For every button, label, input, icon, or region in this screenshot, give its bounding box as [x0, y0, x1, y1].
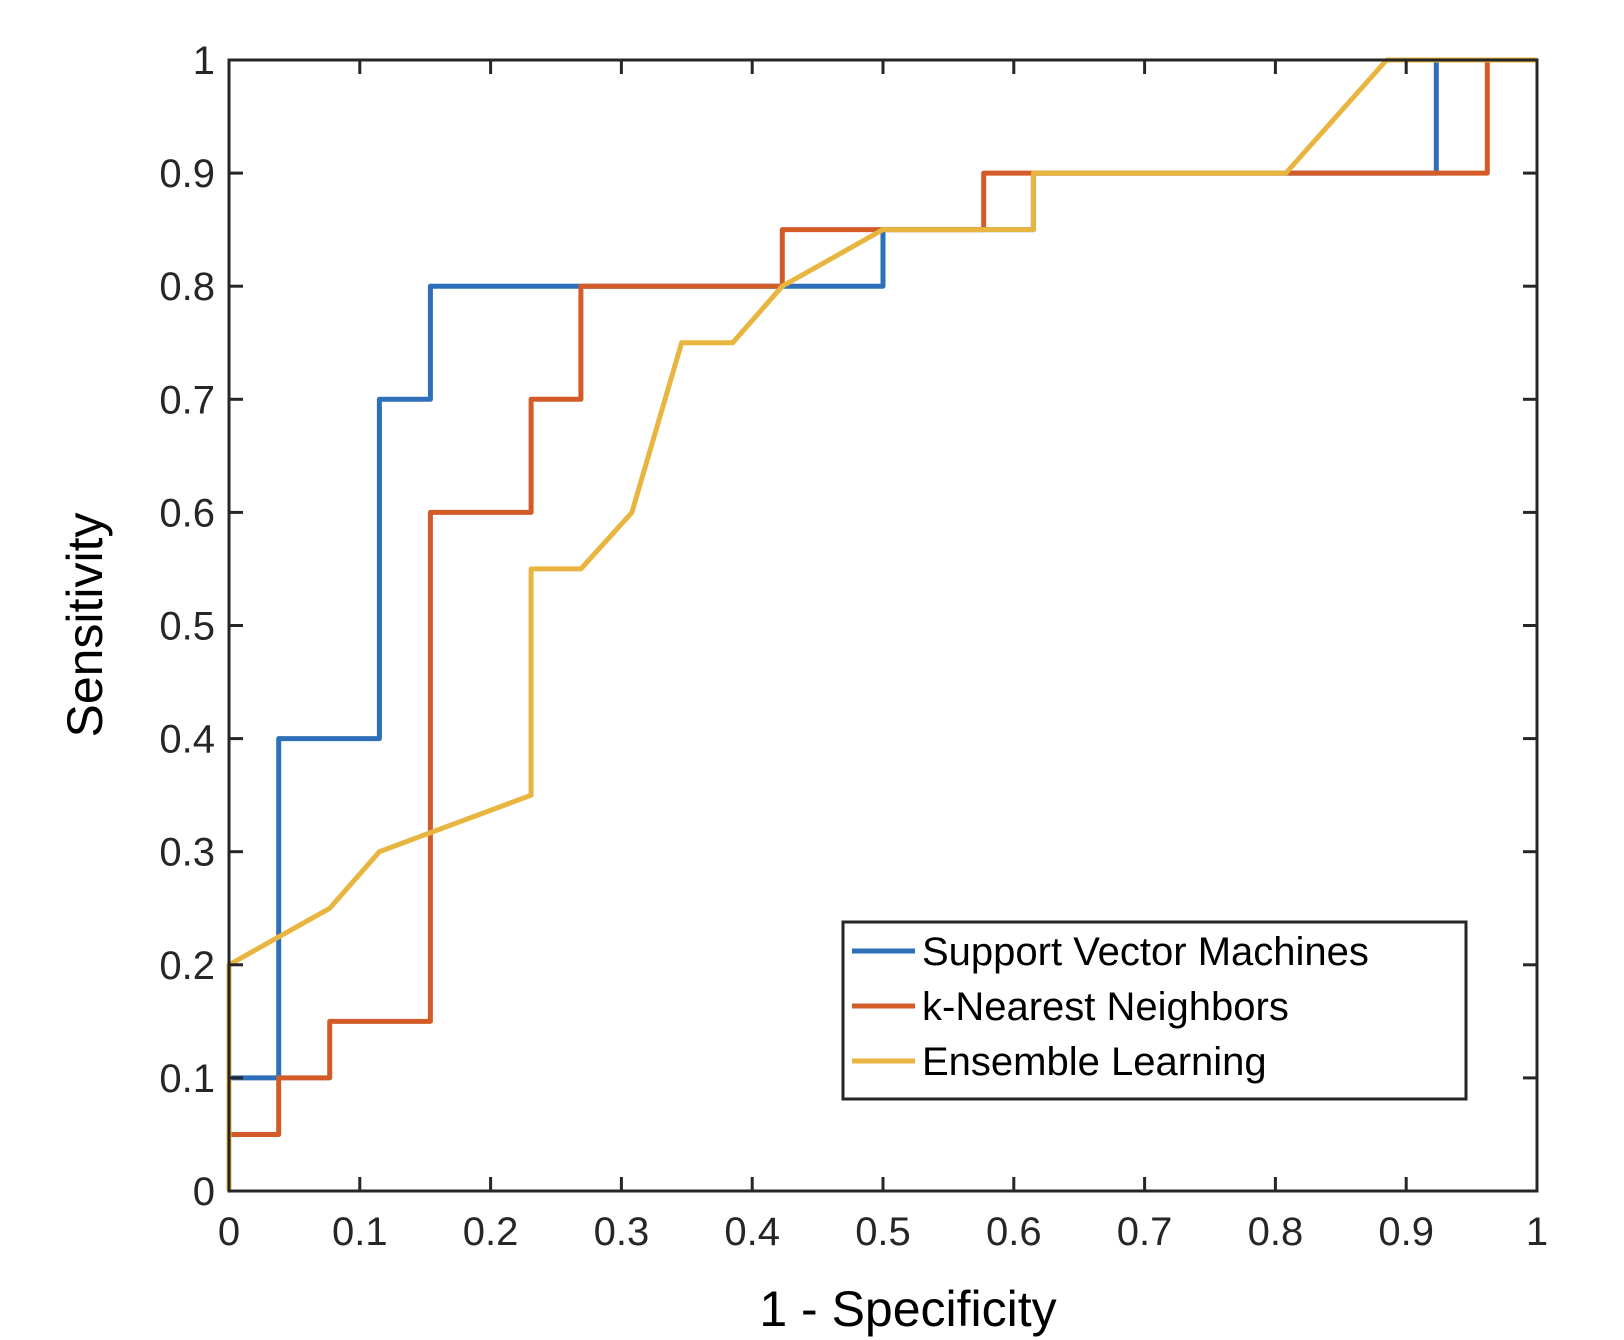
x-tick-label-4: 0.4 — [724, 1210, 780, 1254]
y-tick-label-8: 0.8 — [159, 265, 215, 309]
y-tick-label-9: 0.9 — [159, 152, 215, 196]
x-tick-label-10: 1 — [1526, 1210, 1548, 1254]
y-axis-title: Sensitivity — [57, 512, 113, 737]
y-tick-label-0: 0 — [193, 1170, 215, 1214]
legend-box — [841, 920, 1468, 1101]
y-tick-label-4: 0.4 — [159, 718, 215, 762]
y-tick-label-1: 0.1 — [159, 1057, 215, 1101]
y-tick-label-10: 1 — [193, 39, 215, 83]
x-tick-label-2: 0.2 — [463, 1210, 519, 1254]
x-tick-labels: 0 0.1 0.2 0.3 0.4 0.5 0.6 0.7 0.8 0.9 1 — [218, 1210, 1548, 1254]
x-tick-label-1: 0.1 — [332, 1210, 388, 1254]
y-tick-label-5: 0.5 — [159, 605, 215, 649]
y-tick-label-7: 0.7 — [159, 378, 215, 422]
y-tick-label-2: 0.2 — [159, 944, 215, 988]
series-lines — [226, 57, 1537, 1191]
x-axis-title: 1 - Specificity — [759, 1281, 1056, 1337]
x-tick-label-7: 0.7 — [1117, 1210, 1173, 1254]
x-tick-label-0: 0 — [218, 1210, 240, 1254]
y-tick-label-6: 0.6 — [159, 491, 215, 535]
y-axis-ticks — [229, 58, 1537, 1193]
x-tick-label-3: 0.3 — [594, 1210, 650, 1254]
y-tick-labels: 0 0.1 0.2 0.3 0.4 0.5 0.6 0.7 0.8 0.9 1 — [159, 39, 215, 1214]
series-line-1 — [226, 57, 1537, 1191]
x-tick-label-6: 0.6 — [986, 1210, 1042, 1254]
legend-label-1: k-Nearest Neighbors — [922, 985, 1289, 1029]
x-axis-ticks — [227, 60, 1539, 1191]
legend-label-2: Ensemble Learning — [922, 1040, 1267, 1084]
x-tick-label-5: 0.5 — [855, 1210, 911, 1254]
series-line-2 — [226, 57, 1537, 1191]
x-tick-label-8: 0.8 — [1248, 1210, 1304, 1254]
legend-label-0: Support Vector Machines — [922, 930, 1369, 974]
y-tick-label-3: 0.3 — [159, 831, 215, 875]
x-tick-label-9: 0.9 — [1378, 1210, 1434, 1254]
legend: Support Vector Machines k-Nearest Neighbo… — [841, 920, 1468, 1101]
